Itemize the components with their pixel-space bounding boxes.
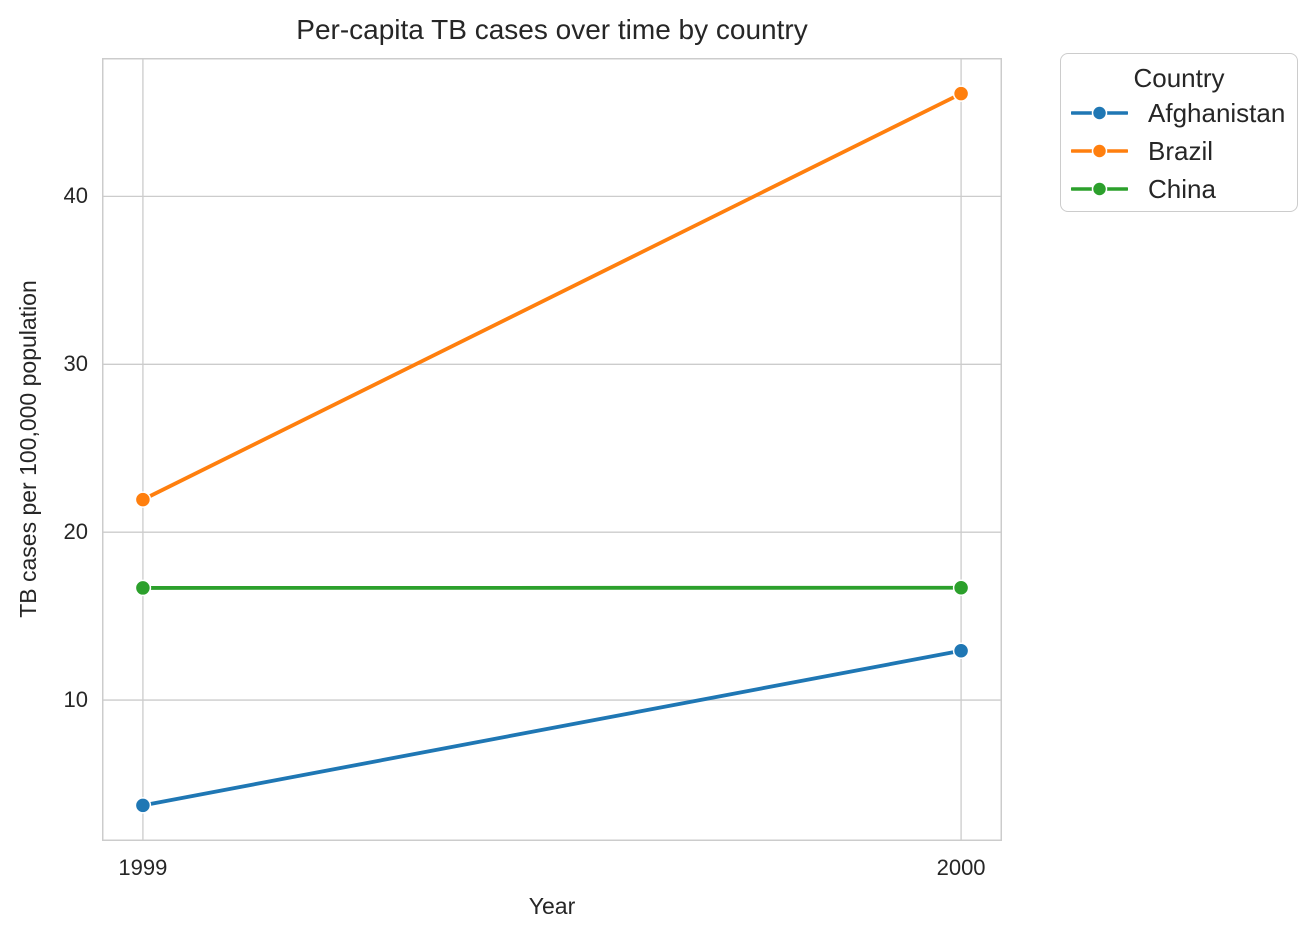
legend-title: Country (1133, 63, 1225, 93)
data-point-afghanistan-2000 (952, 642, 970, 659)
y-tick-label: 40 (63, 183, 88, 209)
legend-item-brazil: Brazil (1061, 132, 1297, 170)
legend-item-china: China (1061, 170, 1297, 208)
legend-item-afghanistan: Afghanistan (1061, 94, 1297, 132)
legend-swatch-line-marker-icon (1071, 105, 1128, 121)
x-tick-label: 2000 (936, 855, 986, 880)
legend-swatch-line-marker-icon (1071, 181, 1128, 197)
data-point-china-1999 (134, 579, 152, 597)
plot-svg (102, 58, 1002, 841)
legend: Country Afghanistan Brazil China (1060, 53, 1298, 212)
data-point-china-2000 (952, 579, 970, 597)
legend-label: China (1148, 173, 1216, 204)
legend-swatch-line-marker-icon (1071, 143, 1128, 159)
x-axis-label: Year (528, 893, 576, 919)
data-point-brazil-1999 (134, 491, 152, 508)
x-tick-label: 1999 (118, 855, 168, 880)
data-point-brazil-2000 (952, 85, 970, 102)
y-axis-label: TB cases per 100,000 population (15, 280, 41, 618)
legend-label: Brazil (1148, 135, 1214, 166)
legend-label: Afghanistan (1148, 97, 1286, 128)
y-tick-label: 20 (63, 519, 88, 545)
chart-title: Per-capita TB cases over time by country (296, 14, 808, 45)
y-tick-label: 30 (63, 351, 88, 377)
plot-border (102, 58, 1002, 841)
data-point-afghanistan-1999 (134, 797, 152, 814)
series-line-brazil (141, 91, 963, 502)
y-tick-label: 10 (63, 687, 88, 713)
series-line-afghanistan (141, 648, 963, 808)
